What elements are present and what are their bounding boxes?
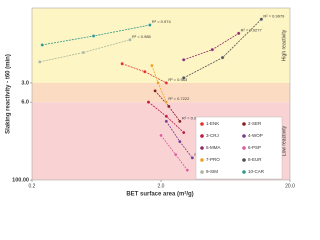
legend-marker — [200, 134, 204, 138]
r-squared: R² = 0.7222 — [168, 96, 190, 101]
point — [164, 119, 169, 124]
point — [236, 31, 241, 36]
point — [220, 55, 225, 60]
point — [173, 152, 178, 157]
point — [164, 81, 169, 85]
legend-label: 4-WOP — [248, 133, 263, 138]
legend-marker — [242, 134, 246, 138]
legend-marker — [200, 170, 204, 174]
x-tick-label: 0.2 — [29, 183, 36, 189]
y-tick-label: 3.0 — [21, 80, 29, 86]
point — [91, 34, 96, 38]
point — [185, 168, 190, 172]
point — [150, 63, 154, 68]
y-tick-label: 100.00 — [12, 177, 29, 183]
band-label: Low reactivity — [281, 125, 287, 156]
legend-label: 5-MMA — [206, 145, 221, 150]
point — [210, 47, 215, 52]
r-squared: R² = 0.9979 — [263, 13, 285, 18]
legend-label: 9-SIM — [206, 169, 218, 174]
y-tick-label: 6.0 — [21, 100, 29, 106]
legend-marker — [200, 158, 204, 162]
band-label: High reactivity — [281, 29, 287, 61]
r-squared: R² = 0.9966 — [182, 115, 204, 120]
point — [259, 17, 264, 21]
point — [120, 62, 124, 66]
point — [38, 60, 42, 64]
chart: BET surface area (m²/g) Slaking reactivi… — [6, 7, 295, 198]
x-axis-label: BET surface area (m²/g) — [126, 191, 193, 198]
point — [178, 139, 182, 144]
point — [167, 104, 171, 109]
r-squared: R² = 0.9277 — [241, 27, 263, 32]
legend-label: 3-CRJ — [206, 133, 219, 138]
point — [143, 69, 147, 74]
point — [164, 114, 169, 119]
point — [159, 133, 163, 138]
point — [148, 23, 152, 27]
point — [181, 58, 186, 62]
trend-line — [39, 39, 131, 63]
legend-marker — [200, 146, 204, 150]
point — [128, 38, 132, 42]
x-tick-label: 2.0 — [158, 183, 165, 189]
r-squared: R² = 0.974 — [152, 19, 172, 24]
point — [190, 156, 195, 160]
legend-box — [195, 116, 283, 180]
band-high — [32, 8, 290, 83]
band-mid — [32, 82, 290, 103]
point — [81, 50, 86, 55]
point — [146, 100, 151, 104]
r-squared: R² = 0.983 — [168, 77, 188, 82]
legend-marker — [200, 122, 204, 126]
point — [40, 43, 44, 47]
legend-marker — [242, 170, 246, 174]
legend-label: 1-ENK — [206, 121, 219, 126]
legend-marker — [242, 122, 246, 126]
legend-label: 10-CAR — [248, 169, 265, 174]
trend-line — [154, 90, 181, 122]
point — [178, 119, 182, 124]
legend-marker — [242, 146, 246, 150]
page: BET surface area (m²/g) Slaking reactivi… — [5, 7, 296, 198]
point — [153, 89, 157, 93]
x-tick-label: 20.0 — [285, 183, 295, 189]
legend-label: 7-PRO — [206, 157, 220, 162]
legend-label: 2-SER — [248, 121, 262, 126]
point — [181, 76, 186, 80]
y-axis-label: Slaking reactivity - t60 (min) — [6, 54, 12, 134]
point — [181, 130, 186, 135]
legend-marker — [242, 158, 246, 162]
legend-label: 8-EUR — [248, 157, 262, 162]
point — [156, 81, 160, 85]
point — [164, 100, 169, 104]
r-squared: R² = 0.985 — [132, 34, 152, 39]
legend-label: 6-PSP — [248, 145, 261, 150]
